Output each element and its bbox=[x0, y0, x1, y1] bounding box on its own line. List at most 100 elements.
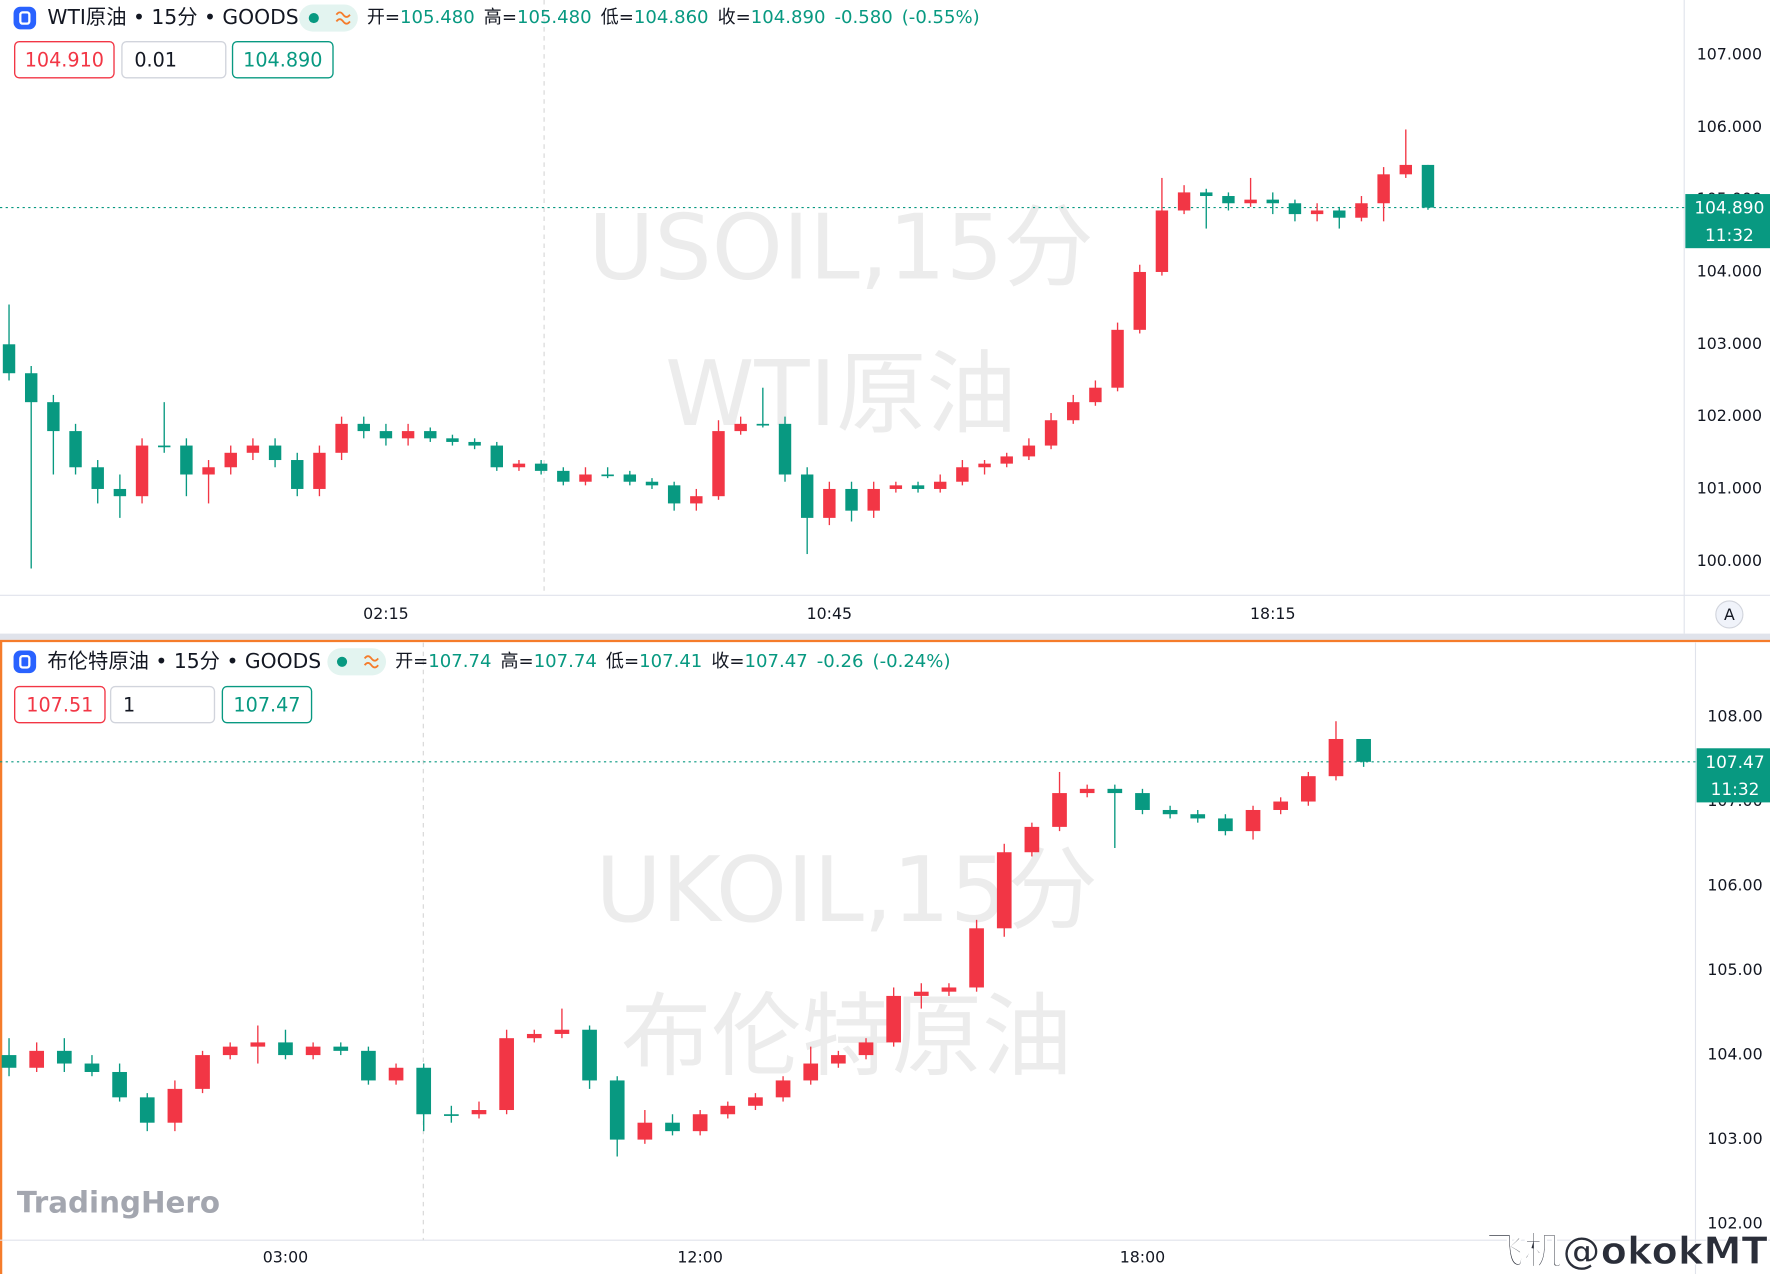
candle-body bbox=[913, 991, 929, 996]
candle-body bbox=[845, 488, 858, 511]
brand-logo: TradingHero bbox=[17, 1186, 220, 1220]
candle-body bbox=[471, 1110, 487, 1115]
candle-body bbox=[1273, 801, 1289, 810]
candle-body bbox=[623, 474, 637, 482]
auto-scale-label[interactable]: A bbox=[1724, 605, 1735, 624]
candle-body bbox=[1355, 203, 1368, 218]
candle-body bbox=[195, 1055, 210, 1089]
watermark: 布伦特原油 bbox=[621, 985, 1073, 1090]
price-tag-time: 11:32 bbox=[1705, 225, 1754, 245]
candle-body bbox=[557, 470, 570, 482]
candle-body bbox=[246, 445, 260, 453]
candle-body bbox=[734, 423, 747, 432]
candle-body bbox=[29, 1050, 45, 1068]
price-tag bbox=[1696, 748, 1770, 803]
candle-body bbox=[446, 438, 459, 442]
ohlc-low: 104.860 bbox=[634, 7, 709, 28]
candle-body bbox=[601, 474, 614, 477]
candle-body bbox=[1089, 387, 1102, 403]
candle-body bbox=[1328, 738, 1344, 777]
candle-body bbox=[268, 445, 282, 461]
ohlc-open: 107.74 bbox=[428, 651, 491, 672]
order-box[interactable] bbox=[221, 685, 313, 724]
candle-body bbox=[1024, 826, 1040, 853]
candle-body bbox=[1333, 210, 1346, 218]
candle-body bbox=[1421, 164, 1435, 208]
candle-body bbox=[1222, 196, 1235, 204]
candle-body bbox=[886, 995, 901, 1043]
candle-body bbox=[1288, 203, 1302, 215]
candle-body bbox=[167, 1088, 183, 1123]
auto-scale-button[interactable] bbox=[1715, 600, 1744, 629]
candle-body bbox=[756, 423, 770, 426]
price-tag-price: 104.890 bbox=[1694, 198, 1764, 218]
order-box[interactable] bbox=[109, 685, 216, 724]
y-tick-label: 106.00 bbox=[1707, 876, 1762, 895]
candle-body bbox=[775, 1080, 791, 1098]
candle-body bbox=[1310, 210, 1324, 215]
y-tick-label: 106.000 bbox=[1697, 117, 1762, 136]
candle-body bbox=[645, 481, 659, 486]
candle-body bbox=[333, 1046, 349, 1051]
y-tick-label: 103.00 bbox=[1707, 1129, 1762, 1148]
price-tag-time: 11:32 bbox=[1711, 779, 1760, 799]
candle-body bbox=[490, 445, 503, 468]
status-pill bbox=[327, 648, 387, 676]
watermark: UKOIL,15分 bbox=[595, 838, 1097, 943]
y-tick-label: 108.00 bbox=[1707, 707, 1762, 726]
ohlc-change-pct: (-0.24%) bbox=[873, 651, 951, 672]
delayed-icon bbox=[335, 11, 351, 25]
candle-body bbox=[444, 1114, 459, 1116]
y-tick-label: 104.00 bbox=[1707, 1045, 1762, 1064]
candle-body bbox=[579, 474, 592, 482]
status-pill bbox=[299, 4, 358, 32]
candle-body bbox=[2, 344, 16, 374]
candle-body bbox=[388, 1067, 404, 1081]
candle-body bbox=[1377, 174, 1390, 204]
candle-body bbox=[202, 467, 215, 475]
candle-body bbox=[69, 431, 82, 468]
candle-body bbox=[139, 1097, 155, 1123]
order-box[interactable] bbox=[231, 41, 334, 79]
watermark: WTI原油 bbox=[665, 342, 1017, 447]
candle-body bbox=[379, 431, 393, 439]
symbol-icon bbox=[13, 650, 37, 674]
candle-body bbox=[224, 452, 237, 468]
order-box[interactable] bbox=[121, 41, 227, 79]
order-box[interactable] bbox=[13, 685, 106, 724]
y-tick-label: 102.000 bbox=[1697, 406, 1762, 425]
candle-body bbox=[1133, 271, 1146, 330]
symbol-icon bbox=[13, 6, 37, 30]
candle-body bbox=[554, 1029, 570, 1034]
candle-body bbox=[84, 1063, 100, 1072]
candle-body bbox=[278, 1042, 293, 1056]
y-tick-label: 105.00 bbox=[1707, 960, 1762, 979]
price-tag bbox=[1685, 194, 1770, 249]
candle-body bbox=[56, 1050, 72, 1064]
candle-body bbox=[1356, 738, 1371, 762]
candle-body bbox=[956, 467, 969, 482]
candle-body bbox=[47, 402, 60, 432]
candle-body bbox=[1, 1055, 17, 1068]
candle-body bbox=[158, 445, 171, 448]
ohlc-low-label: 低= bbox=[606, 651, 639, 672]
candle-body bbox=[889, 485, 903, 489]
candle-body bbox=[1300, 776, 1316, 802]
candle-body bbox=[831, 1055, 846, 1064]
watermark: USOIL,15分 bbox=[588, 196, 1093, 301]
order-box[interactable] bbox=[13, 41, 115, 79]
ohlc-open-label: 开= bbox=[395, 651, 428, 672]
y-tick-label: 103.000 bbox=[1697, 334, 1762, 353]
order-quantity: 1 bbox=[123, 693, 135, 716]
symbol-icon-inner bbox=[19, 655, 31, 669]
order-quantity: 0.01 bbox=[134, 48, 177, 71]
ohlc-close: 107.47 bbox=[745, 651, 808, 672]
ohlc-high: 105.480 bbox=[517, 7, 592, 28]
candle-body bbox=[582, 1029, 597, 1081]
ohlc-low-label: 低= bbox=[601, 7, 634, 28]
candle-body bbox=[720, 1105, 736, 1115]
ohlc-change-pct: (-0.55%) bbox=[902, 7, 980, 28]
candle-body bbox=[978, 463, 991, 468]
order-ask: 107.47 bbox=[233, 693, 300, 716]
